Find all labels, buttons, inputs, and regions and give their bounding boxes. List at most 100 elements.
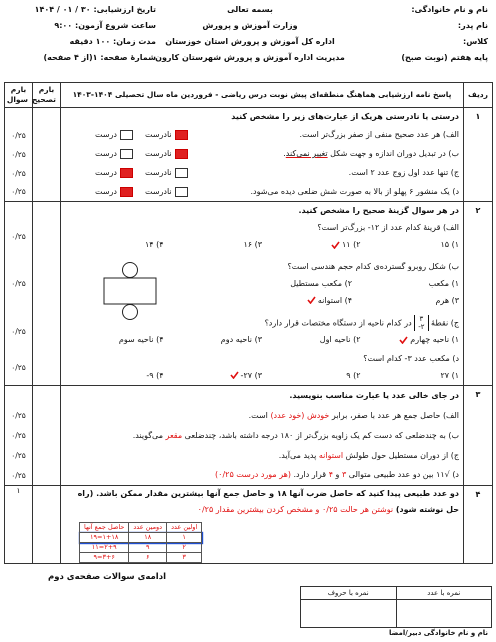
true-false-choices: نادرست درست (95, 127, 188, 143)
solution-cell: ۲+۹=۱۱ (78, 542, 130, 553)
score-cell: ۰/۲۵ (4, 313, 33, 350)
teacher-label: نام و نام خانوادگی دبیر/امضا (389, 629, 488, 637)
col-header: ردیف (463, 82, 493, 108)
score-col: نمره با عدد (395, 587, 491, 627)
options: ۱) ۱۵ ۲) ۱۱ ۳) ۱۶ ۴) ۱۴ (65, 236, 459, 253)
correction-cell (32, 107, 61, 126)
item-cell: د) یک منشور ۶ پهلو از بالا به صورت شش ضل… (60, 182, 464, 202)
question-row: ۲ در هر سوال گزینهٔ صحیح را مشخص کنید. (4, 201, 493, 386)
choice-box (174, 130, 188, 140)
item-text-part: د) √۱۱ بین دو عدد طبیعی متوالی (346, 470, 459, 480)
item-line: الف) قرینهٔ کدام عدد از ۱۲- بزرگ‌تر است؟ (65, 220, 459, 236)
option-text: ۱) ۲۷ (440, 370, 459, 380)
item-text-part: ب) در تبدیل دوران اندازه و جهت شکل (327, 149, 459, 158)
item-text: ب) شکل روبرو گسترده‌ی کدام حجم هندسی است… (65, 259, 460, 275)
coordinate-entry: ۲- (418, 322, 425, 331)
solution-table: اولین عدد دومین عدد حاصل جمع آنها ۱ ۱۸ ۱+۱۸=۱… (78, 522, 203, 563)
correction-cell (32, 405, 61, 426)
solution-header-cell: حاصل جمع آنها (78, 522, 130, 533)
question-number: ۴ (463, 485, 493, 564)
option: ۲) مکعب مستطیل (245, 275, 352, 292)
answer-text: استوانه (318, 450, 344, 460)
item-line: د) یک منشور ۶ پهلو از بالا به صورت شش ضل… (65, 184, 459, 200)
item-text-part: ج) تنها عدد اول زوج عدد ۲ است. (348, 168, 459, 177)
option-text: ۲) ناحیه اول (319, 335, 361, 345)
item-text-part: است. (248, 410, 271, 420)
question-row: ب) شکل روبرو گسترده‌ی کدام حجم هندسی است… (4, 253, 493, 320)
option-text: ۴) ۱۴ (144, 240, 164, 249)
item-text-part: الف) قرینهٔ کدام عدد از ۱۲- بزرگ‌تر است؟ (317, 223, 459, 232)
item-text-part: د) مکعب عدد ۳- کدام است؟ (363, 353, 459, 363)
choice-box (119, 130, 133, 140)
option: ۴) ۱۴ (65, 236, 164, 253)
options: ۱) مکعب ۲) مکعب مستطیل ۳) هرم ۴) استوانه (245, 275, 459, 309)
check-mark (229, 371, 239, 380)
choice-label: درست (95, 130, 117, 139)
question-row: الف) حاصل جمع هر عدد با صفر، برابر خودش … (4, 405, 493, 426)
true-false-choices: نادرست درست (95, 165, 188, 181)
item-text-part: تغییر نمی‌کند (285, 149, 328, 158)
solution-header-cell: اولین عدد (166, 522, 203, 533)
score-label: نمره با حروف (301, 587, 396, 600)
item-text-part: . (283, 149, 286, 158)
item-text: د) √۱۱ بین دو عدد طبیعی متوالی ۳ و ۴ قرا… (65, 467, 459, 483)
choice: درست (95, 146, 133, 162)
item-line: ج) نقطهٔ ۳ ۲- در کدام ناحیه از دستگاه مخت… (65, 314, 459, 332)
item-text-part: و (332, 470, 342, 480)
solution-row: ۱ ۱۸ ۱+۱۸=۱۹ (78, 532, 203, 543)
item-cell: الف) حاصل جمع هر عدد با صفر، برابر خودش … (60, 405, 464, 426)
score-cell: ۰/۲۵ (4, 182, 33, 202)
item: د) یک منشور ۶ پهلو از بالا به صورت شش ضل… (65, 184, 459, 200)
item-text: ب) در تبدیل دوران اندازه و جهت شکل تغییر… (188, 146, 459, 162)
correction-cell (32, 313, 61, 350)
item-text-part: دو عدد طبیعی پیدا کنید که حاصل ضرب آنها … (77, 489, 459, 514)
item-cell: الف) قرینهٔ کدام عدد از ۱۲- بزرگ‌تر است؟… (60, 219, 464, 254)
item-text: الف) قرینهٔ کدام عدد از ۱۲- بزرگ‌تر است؟ (65, 220, 459, 236)
choice-label: نادرست (144, 149, 172, 158)
correction-cell (32, 445, 61, 466)
item-line: ج) از دوران مستطیل حول طولش استوانه پدید… (65, 448, 459, 464)
item-text: ب) به چندضلعی که دست کم یک زاویه بزرگ‌تر… (65, 428, 459, 444)
item-line: ب) در تبدیل دوران اندازه و جهت شکل تغییر… (65, 146, 459, 162)
answer-text: نوشتن هر حالت ۰/۲۵ و مشخص کردن بیشترین م… (197, 505, 394, 514)
choice-label: درست (95, 149, 117, 158)
solution-header: اولین عدد دومین عدد حاصل جمع آنها (78, 522, 203, 533)
choice: نادرست (145, 127, 188, 143)
col-header: پاسخ نامه ارزشیابی هماهنگ منطقه‌ای پیش ن… (60, 82, 464, 108)
item-cell: ج) از دوران مستطیل حول طولش استوانه پدید… (60, 445, 464, 466)
choice: نادرست (145, 146, 188, 162)
question-prompt: درستی یا نادرستی هریک از عبارت‌های زیر ر… (60, 107, 464, 126)
option: ۲) ۱۱ (262, 236, 361, 253)
score-col: نمره با حروف (301, 587, 396, 627)
question-row: ۴ دو عدد طبیعی پیدا کنید که حاصل ضرب آنها… (4, 485, 493, 564)
solution-cell: ۹ (128, 542, 168, 553)
option: ۴) ناحیه سوم (65, 331, 164, 348)
question-number: ۲ (463, 201, 493, 386)
item: الف) قرینهٔ کدام عدد از ۱۲- بزرگ‌تر است؟… (65, 220, 459, 253)
question-row: ج) نقطهٔ ۳ ۲- در کدام ناحیه از دستگاه مخت… (4, 313, 493, 350)
item-cell: دو عدد طبیعی پیدا کنید که حاصل ضرب آنها … (60, 485, 464, 564)
item: ب) به چندضلعی که دست کم یک زاویه بزرگ‌تر… (65, 428, 459, 444)
question-row: ۳ در جای خالی عدد یا عبارت مناسب بنویسید. (4, 385, 493, 486)
option: ۱) ۲۷ (361, 367, 459, 384)
score-cell: ۰/۲۵ (4, 253, 33, 314)
score-cell: ۱ (4, 485, 33, 564)
score-cell (4, 107, 33, 126)
correction-cell (32, 163, 61, 183)
choice: نادرست (145, 184, 188, 200)
choice-box (119, 168, 133, 178)
item-text-part: قرار دارد. (290, 470, 329, 480)
net-rect (103, 277, 157, 304)
correction-cell (32, 201, 61, 220)
check-mark (331, 241, 340, 249)
solution-row: ۲ ۹ ۲+۹=۱۱ (78, 542, 203, 553)
choice-box (174, 186, 188, 197)
score-cell: ۰/۲۵ (4, 445, 33, 466)
item-text: الف) هر عدد صحیح منفی از صفر بزرگ‌تر است… (188, 127, 460, 143)
score-label: نمره با عدد (396, 587, 491, 600)
option-text: ۱) مکعب (428, 278, 459, 288)
question-number: ۱ (463, 107, 493, 202)
correction-cell (32, 144, 61, 164)
answer-table: ردیف پاسخ نامه ارزشیابی هماهنگ منطقه‌ای … (4, 82, 493, 564)
correction-cell (32, 425, 61, 446)
